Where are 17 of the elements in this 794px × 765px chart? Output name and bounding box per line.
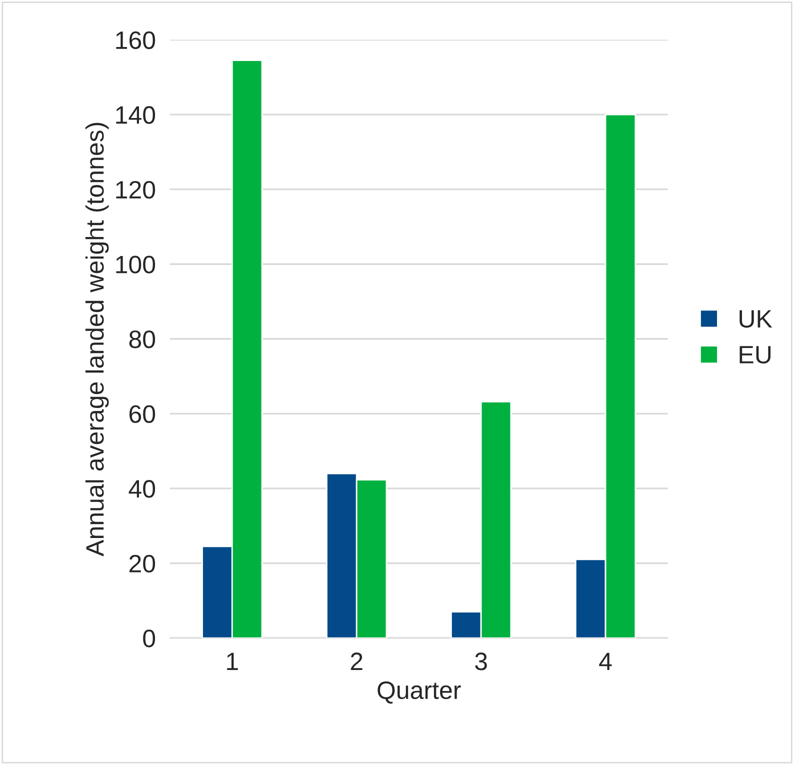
- y-tick-label: 100: [116, 256, 156, 274]
- x-axis-title: Quarter: [378, 681, 461, 704]
- y-tick-label: 40: [128, 480, 156, 498]
- y-axis-title: Annual average landed weight (tonnes): [85, 122, 109, 556]
- x-tick-label: 1: [227, 652, 238, 670]
- y-tick-label: 160: [116, 31, 156, 50]
- legend-label: UK: [740, 310, 772, 328]
- y-tick-label: 120: [116, 180, 156, 199]
- x-tick-label: 4: [599, 652, 612, 670]
- y-tick-label: 80: [129, 330, 156, 348]
- legend-label: EU: [740, 346, 771, 364]
- y-tick-label: 60: [129, 405, 156, 423]
- x-tick-label: 3: [475, 652, 487, 670]
- y-tick-label: 140: [116, 106, 156, 124]
- x-tick-label: 2: [350, 652, 362, 670]
- y-tick-label: 20: [129, 554, 156, 573]
- y-tick-label: 0: [143, 630, 156, 648]
